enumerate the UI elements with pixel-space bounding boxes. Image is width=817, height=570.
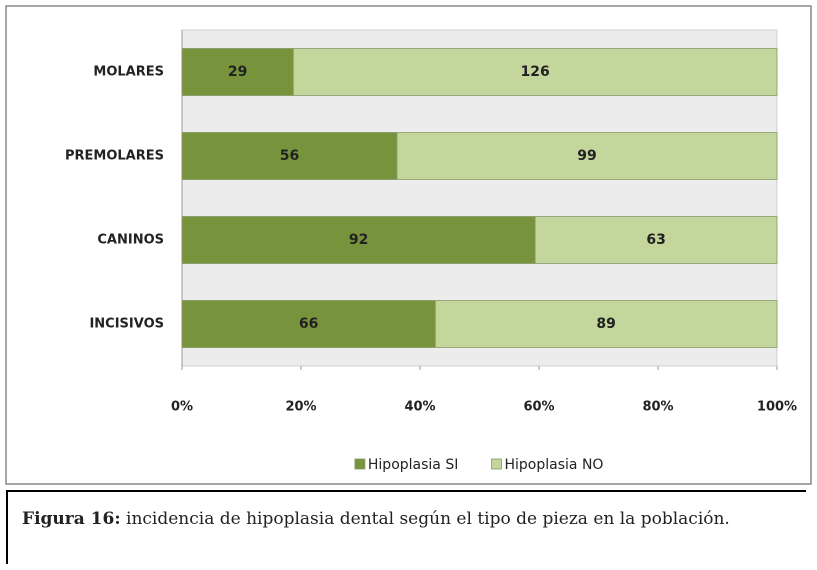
x-tick-label: 80% <box>642 400 673 415</box>
legend-swatch <box>491 458 502 470</box>
x-tick-label: 100% <box>757 400 797 415</box>
data-label: 92 <box>349 232 368 248</box>
y-tick-label: MOLARES <box>93 65 164 80</box>
caption-text: incidencia de hipoplasia dental según el… <box>120 509 730 529</box>
legend-label: Hipoplasia SI <box>368 457 458 473</box>
bar-segment <box>181 300 436 348</box>
chart: 0% 20% 40% 60% 80% 100% MOLARES 29 126 PREMOLARES… <box>5 5 812 485</box>
y-tick-label: INCISIVOS <box>89 317 164 332</box>
bar-segment <box>534 216 778 264</box>
x-tick-label: 20% <box>285 400 316 415</box>
data-label: 56 <box>280 148 299 164</box>
data-label: 66 <box>299 316 318 332</box>
data-label: 63 <box>646 232 665 248</box>
bar-segment <box>434 300 778 348</box>
bar-segment <box>181 132 398 180</box>
caption: Figura 16: incidencia de hipoplasia dent… <box>6 490 806 564</box>
data-label: 126 <box>521 64 550 80</box>
legend-label: Hipoplasia NO <box>505 457 604 473</box>
bar-segment <box>396 132 778 180</box>
data-label: 29 <box>228 64 247 80</box>
caption-label: Figura 16: <box>22 509 121 529</box>
x-tick-label: 60% <box>523 400 554 415</box>
data-label: 89 <box>596 316 615 332</box>
legend-swatch <box>354 458 366 470</box>
data-label: 99 <box>577 148 596 164</box>
bar-segment <box>181 48 294 96</box>
y-tick-label: CANINOS <box>97 233 164 248</box>
x-tick-label: 0% <box>171 400 193 415</box>
bar-segment <box>292 48 778 96</box>
y-tick-label: PREMOLARES <box>65 149 164 164</box>
x-tick-label: 40% <box>404 400 435 415</box>
